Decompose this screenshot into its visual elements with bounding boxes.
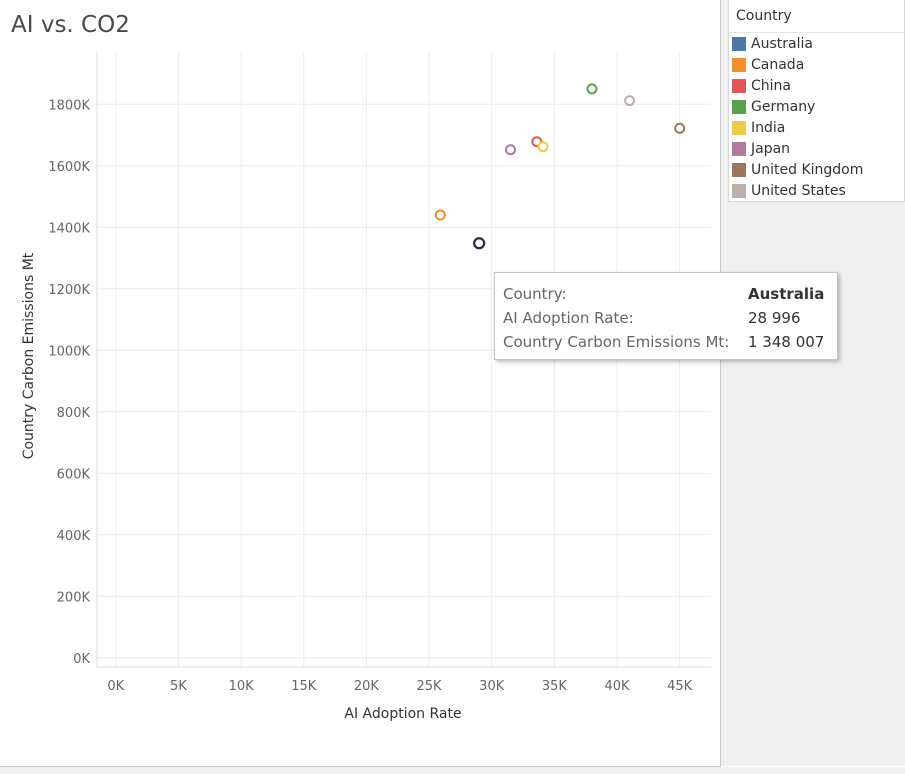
bottom-strip [0, 767, 905, 774]
tooltip-key: Country Carbon Emissions Mt: [503, 333, 730, 351]
data-point-united-kingdom[interactable] [674, 122, 686, 134]
data-point-india[interactable] [537, 141, 549, 153]
x-tick-label: 25K [417, 679, 443, 694]
data-point-japan[interactable] [505, 144, 517, 156]
visualization-pane [0, 0, 721, 767]
legend-label: India [751, 119, 786, 136]
x-axis-label: AI Adoption Rate [344, 706, 461, 722]
tooltip-key: Country: [503, 285, 567, 303]
legend-items: Australia Canada China Germany India Japan Uni… [729, 33, 904, 201]
legend-swatch [732, 141, 746, 156]
axes: 0K 5K 10K 15K 20K 25K 30K 35K 40K 45K 0K 200K 400K 60… [48, 52, 711, 694]
legend-label: Japan [751, 140, 791, 157]
y-tick-label: 600K [57, 467, 91, 482]
legend-label: United States [751, 182, 846, 199]
y-tick-label: 1600K [48, 160, 90, 175]
x-tick-label: 15K [291, 679, 317, 694]
x-tick-label: 20K [354, 679, 380, 694]
y-axis-label: Country Carbon Emissions Mt [21, 252, 37, 459]
legend-label: Australia [751, 35, 813, 52]
legend-label: Canada [751, 56, 805, 73]
y-tick-label: 400K [57, 529, 91, 544]
x-tick-label: 35K [542, 679, 568, 694]
y-tick-label: 1000K [48, 344, 90, 359]
legend-swatch [732, 162, 746, 177]
x-tick-label: 30K [479, 679, 505, 694]
y-tick-label: 1800K [48, 98, 90, 113]
data-points[interactable] [434, 83, 686, 250]
x-tick-label: 5K [170, 679, 187, 694]
legend-title: Country [729, 0, 904, 33]
legend-item-china[interactable]: China [729, 75, 904, 96]
data-point-united-states[interactable] [624, 95, 636, 107]
legend-item-india[interactable]: India [729, 117, 904, 138]
y-tick-label: 800K [57, 406, 91, 421]
tooltip-key: AI Adoption Rate: [503, 309, 634, 327]
x-tick-label: 10K [229, 679, 255, 694]
legend-item-australia[interactable]: Australia [729, 33, 904, 54]
legend-swatch [732, 36, 746, 51]
legend-swatch [732, 120, 746, 135]
legend-swatch [732, 78, 746, 93]
color-legend: Country Australia Canada China Germany India… [728, 0, 905, 202]
legend-item-germany[interactable]: Germany [729, 96, 904, 117]
legend-swatch [732, 183, 746, 198]
legend-item-united-kingdom[interactable]: United Kingdom [729, 159, 904, 180]
legend-swatch [732, 57, 746, 72]
x-tick-label: 40K [604, 679, 630, 694]
legend-swatch [732, 99, 746, 114]
y-tick-label: 1400K [48, 221, 90, 236]
data-point-germany[interactable] [586, 83, 598, 95]
legend-item-united-states[interactable]: United States [729, 180, 904, 201]
scatter-chart: 0K 5K 10K 15K 20K 25K 30K 35K 40K 45K 0K 200K 400K 60… [21, 52, 711, 722]
grid-lines [97, 52, 711, 667]
legend-label: Germany [751, 98, 816, 115]
legend-label: China [751, 77, 791, 94]
chart-title: AI vs. CO2 [11, 12, 130, 38]
data-point-australia[interactable] [473, 237, 486, 250]
tooltip-value: Australia [748, 285, 825, 303]
y-tick-label: 200K [57, 590, 91, 605]
tooltip-value: 1 348 007 [748, 333, 825, 351]
tooltip-value: 28 996 [748, 309, 801, 327]
y-tick-label: 0K [73, 652, 90, 667]
x-tick-label: 45K [667, 679, 693, 694]
legend-item-japan[interactable]: Japan [729, 138, 904, 159]
legend-label: United Kingdom [751, 161, 864, 178]
legend-item-canada[interactable]: Canada [729, 54, 904, 75]
y-tick-label: 1200K [48, 283, 90, 298]
hover-tooltip: Country: Australia AI Adoption Rate: 28 … [494, 272, 838, 360]
data-point-canada[interactable] [434, 209, 446, 221]
x-tick-label: 0K [107, 679, 124, 694]
